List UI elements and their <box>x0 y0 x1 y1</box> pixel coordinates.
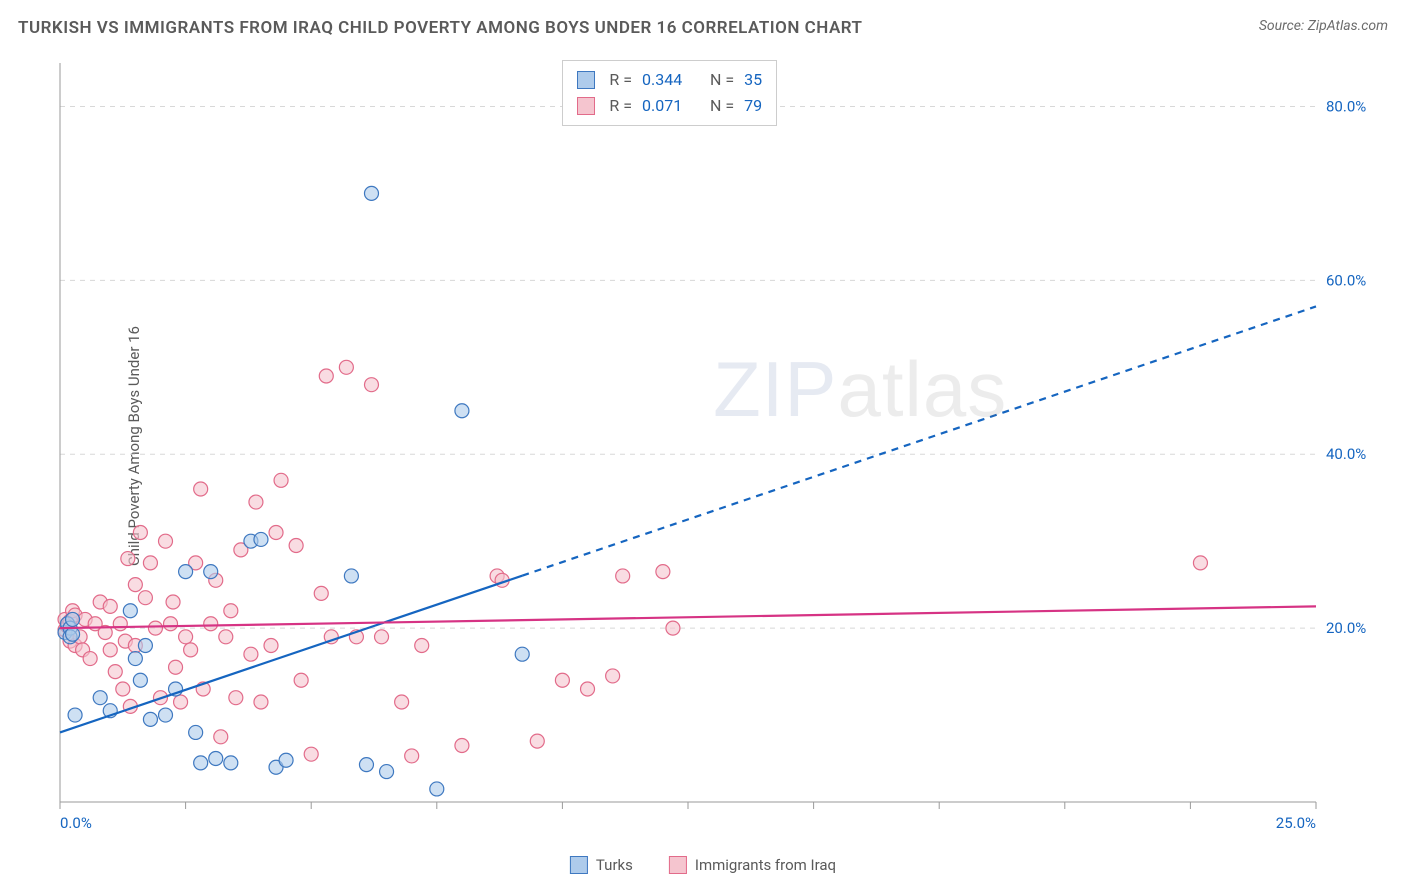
scatter-plot-svg: 20.0% 40.0% 60.0% 80.0% 0.0% 25.0% <box>50 58 1386 832</box>
stats-swatch <box>577 97 595 115</box>
source-name: ZipAtlas.com <box>1308 18 1388 34</box>
stats-swatch <box>577 71 595 89</box>
stats-legend: R = 0.344 N = 35 R = 0.071 N = 79 <box>562 60 777 126</box>
legend-swatch <box>570 856 588 874</box>
stats-n-value: 35 <box>744 67 762 93</box>
source-label: Source: ZipAtlas.com <box>1259 18 1388 34</box>
stats-n-label: N = <box>710 93 734 119</box>
legend-label: Immigrants from Iraq <box>695 856 836 874</box>
svg-text:80.0%: 80.0% <box>1326 97 1366 115</box>
chart-area: 20.0%40.0%60.0%80.0%0.0%25.0% ZIPatlas R… <box>50 58 1386 832</box>
legend-item-iraq: Immigrants from Iraq <box>669 856 836 874</box>
stats-r-value: 0.071 <box>642 93 696 119</box>
stats-r-label: R = <box>609 67 632 93</box>
legend-swatch <box>669 856 687 874</box>
stats-row-iraq: R = 0.071 N = 79 <box>577 93 762 119</box>
stats-r-value: 0.344 <box>642 67 696 93</box>
source-prefix: Source: <box>1259 18 1308 34</box>
svg-text:25.0%: 25.0% <box>1276 814 1316 832</box>
svg-text:40.0%: 40.0% <box>1326 445 1366 463</box>
stats-n-label: N = <box>710 67 734 93</box>
svg-text:20.0%: 20.0% <box>1326 619 1366 637</box>
legend-item-turks: Turks <box>570 856 633 874</box>
chart-title: TURKISH VS IMMIGRANTS FROM IRAQ CHILD PO… <box>18 18 863 38</box>
stats-r-label: R = <box>609 93 632 119</box>
stats-row-turks: R = 0.344 N = 35 <box>577 67 762 93</box>
svg-text:60.0%: 60.0% <box>1326 271 1366 289</box>
svg-text:0.0%: 0.0% <box>60 814 92 832</box>
stats-n-value: 79 <box>744 93 762 119</box>
bottom-legend: Turks Immigrants from Iraq <box>570 856 836 874</box>
legend-label: Turks <box>596 856 633 874</box>
